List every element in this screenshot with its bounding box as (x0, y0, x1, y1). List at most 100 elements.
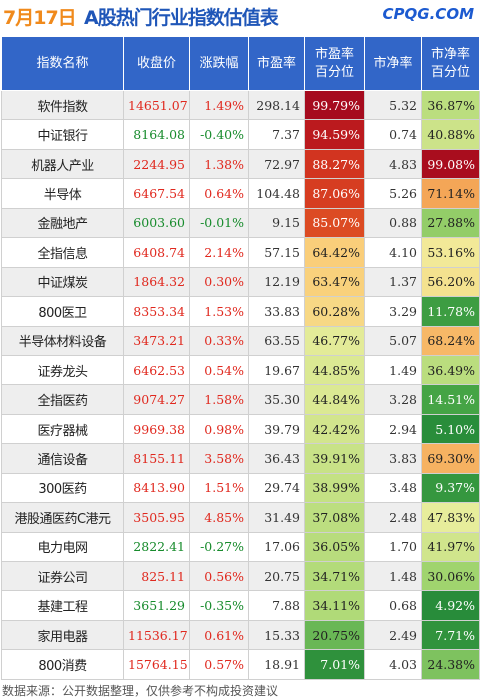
change-pct: -0.27% (189, 531, 249, 563)
pb-percentile: 69.30% (421, 443, 480, 474)
pb-ratio: 3.29 (364, 296, 422, 327)
table-row[interactable]: 电力电网 2822.41 -0.27% 17.06 36.05% 1.70 41.97% (1, 531, 480, 563)
pb-percentile: 40.88% (421, 119, 480, 150)
header-date: 7月17日 (3, 7, 77, 29)
change-pct: -0.35% (189, 590, 249, 621)
pe-percentile: 34.11% (304, 590, 365, 621)
pb-percentile: 7.71% (421, 619, 480, 651)
table-row[interactable]: 中证煤炭 1864.32 0.30% 12.19 63.47% 1.37 56.20% (1, 266, 480, 298)
table-row[interactable]: 证券公司 825.11 0.56% 20.75 34.71% 1.48 30.06% (1, 560, 480, 592)
table-row[interactable]: 中证银行 8164.08 -0.40% 7.37 94.59% 0.74 40.88% (1, 119, 480, 150)
pe-ratio: 35.30 (248, 384, 305, 415)
pe-ratio: 7.37 (248, 119, 305, 150)
pb-percentile: 47.83% (421, 502, 480, 533)
table-row[interactable]: 全指信息 6408.74 2.14% 57.15 64.42% 4.10 53.16% (1, 237, 480, 268)
table-row[interactable]: 800医卫 8353.34 1.53% 33.83 60.28% 3.29 11.78% (1, 296, 480, 327)
pb-ratio: 3.48 (364, 472, 422, 504)
table-row[interactable]: 金融地产 6003.60 -0.01% 9.15 85.07% 0.88 27.88% (1, 207, 480, 239)
pb-ratio: 3.28 (364, 384, 422, 415)
column-header-pb: 市净率 (364, 36, 422, 91)
close-price: 2822.41 (123, 531, 190, 563)
pb-ratio: 2.49 (364, 619, 422, 651)
close-price: 3473.21 (123, 325, 190, 356)
table-row[interactable]: 300医药 8413.90 1.51% 29.74 38.99% 3.48 9.37% (1, 472, 480, 504)
site-logo[interactable]: CPQG.COM (382, 5, 474, 23)
index-name: 中证银行 (1, 119, 124, 150)
pb-percentile: 11.78% (421, 296, 480, 327)
pb-percentile: 4.92% (421, 590, 480, 621)
pe-ratio: 57.15 (248, 237, 305, 268)
pe-percentile: 85.07% (304, 207, 365, 239)
pe-percentile: 94.59% (304, 119, 365, 150)
pe-percentile: 20.75% (304, 619, 365, 651)
pb-percentile: 99.08% (421, 148, 480, 180)
table-row[interactable]: 港股通医药C港元 3505.95 4.85% 31.49 37.08% 2.48 47.83… (1, 502, 480, 533)
pb-ratio: 2.48 (364, 502, 422, 533)
close-price: 6467.54 (123, 178, 190, 209)
change-pct: 1.51% (189, 472, 249, 504)
table-row[interactable]: 基建工程 3651.29 -0.35% 7.88 34.11% 0.68 4.92% (1, 590, 480, 621)
pe-percentile: 37.08% (304, 502, 365, 533)
close-price: 8353.34 (123, 296, 190, 327)
table-row[interactable]: 通信设备 8155.11 3.58% 36.43 39.91% 3.83 69.30% (1, 443, 480, 474)
index-name: 全指信息 (1, 237, 124, 268)
pe-ratio: 15.33 (248, 619, 305, 651)
table-row[interactable]: 家用电器 11536.17 0.61% 15.33 20.75% 2.49 7.71% (1, 619, 480, 651)
table-row[interactable]: 机器人产业 2244.95 1.38% 72.97 88.27% 4.83 99.08% (1, 148, 480, 180)
pe-percentile: 44.84% (304, 384, 365, 415)
index-name: 800消费 (1, 649, 124, 680)
change-pct: 0.33% (189, 325, 249, 356)
pe-percentile: 60.28% (304, 296, 365, 327)
close-price: 15764.15 (123, 649, 190, 680)
table-row[interactable]: 软件指数 14651.07 1.49% 298.14 99.79% 5.32 36.87% (1, 89, 480, 121)
column-header-name: 指数名称 (1, 36, 124, 91)
pb-percentile: 5.10% (421, 413, 480, 445)
pe-percentile: 44.85% (304, 354, 365, 386)
table-row[interactable]: 半导体材料设备 3473.21 0.33% 63.55 46.77% 5.07 68.24% (1, 325, 480, 356)
pb-ratio: 1.49 (364, 354, 422, 386)
pb-percentile: 9.37% (421, 472, 480, 504)
pb-percentile: 68.24% (421, 325, 480, 356)
pe-percentile: 64.42% (304, 237, 365, 268)
pb-percentile: 30.06% (421, 560, 480, 592)
pe-ratio: 31.49 (248, 502, 305, 533)
pe-ratio: 12.19 (248, 266, 305, 298)
change-pct: 0.57% (189, 649, 249, 680)
table-row[interactable]: 半导体 6467.54 0.64% 104.48 87.06% 5.26 71.14% (1, 178, 480, 209)
index-name: 半导体 (1, 178, 124, 209)
pb-ratio: 5.26 (364, 178, 422, 209)
column-header-close: 收盘价 (123, 36, 190, 91)
pe-ratio: 298.14 (248, 89, 305, 121)
table-row[interactable]: 全指医药 9074.27 1.58% 35.30 44.84% 3.28 14.51% (1, 384, 480, 415)
pb-percentile: 53.16% (421, 237, 480, 268)
close-price: 6462.53 (123, 354, 190, 386)
close-price: 6408.74 (123, 237, 190, 268)
pb-percentile: 27.88% (421, 207, 480, 239)
table-row[interactable]: 证券龙头 6462.53 0.54% 19.67 44.85% 1.49 36.49% (1, 354, 480, 386)
pe-percentile: 39.91% (304, 443, 365, 474)
pb-ratio: 0.88 (364, 207, 422, 239)
pb-percentile: 56.20% (421, 266, 480, 298)
table-row[interactable]: 医疗器械 9969.38 0.98% 39.79 42.42% 2.94 5.10% (1, 413, 480, 445)
pb-ratio: 1.37 (364, 266, 422, 298)
change-pct: -0.40% (189, 119, 249, 150)
pb-ratio: 4.10 (364, 237, 422, 268)
pe-percentile: 36.05% (304, 531, 365, 563)
pe-percentile: 42.42% (304, 413, 365, 445)
pe-percentile: 88.27% (304, 148, 365, 180)
index-name: 通信设备 (1, 443, 124, 474)
index-name: 全指医药 (1, 384, 124, 415)
table-row[interactable]: 800消费 15764.15 0.57% 18.91 7.01% 4.03 24.38% (1, 649, 480, 680)
pe-ratio: 39.79 (248, 413, 305, 445)
change-pct: 0.64% (189, 178, 249, 209)
index-name: 金融地产 (1, 207, 124, 239)
close-price: 6003.60 (123, 207, 190, 239)
index-name: 证券公司 (1, 560, 124, 592)
pe-ratio: 17.06 (248, 531, 305, 563)
change-pct: 2.14% (189, 237, 249, 268)
pe-percentile: 7.01% (304, 649, 365, 680)
index-name: 中证煤炭 (1, 266, 124, 298)
pe-percentile: 87.06% (304, 178, 365, 209)
table-header-row: 指数名称 收盘价 涨跌幅 市盈率 市盈率 百分位 市净率 市净率 百分位 (1, 36, 480, 91)
close-price: 14651.07 (123, 89, 190, 121)
